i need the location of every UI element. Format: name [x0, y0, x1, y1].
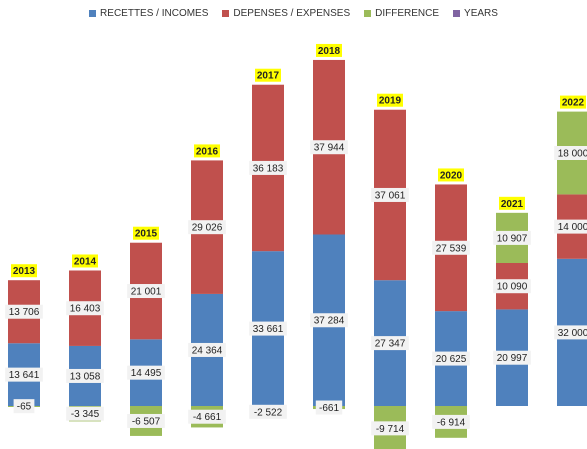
year-label-2014: 2014: [74, 256, 97, 267]
label-income-2020: 20 625: [436, 354, 467, 365]
label-expense-2014-bg: [66, 301, 104, 316]
label-expense-2022-bg: [554, 219, 587, 234]
label-expense-2014: 16 403: [70, 304, 101, 315]
label-difference-2018: -661: [319, 403, 339, 414]
label-expense-2020-bg: [432, 240, 470, 255]
label-difference-2020-bg: [432, 414, 470, 429]
label-difference-2019: -9 714: [376, 424, 405, 435]
legend-item-2: DIFFERENCE: [364, 8, 439, 19]
label-expense-2019: 37 061: [375, 190, 406, 201]
label-difference-2016-bg: [188, 409, 226, 424]
label-income-2018-bg: [310, 313, 348, 328]
label-income-2015: 14 495: [131, 368, 162, 379]
label-expense-2021-bg: [493, 279, 531, 294]
year-label-bg: [72, 254, 98, 268]
label-difference-2020: -6 914: [437, 417, 466, 428]
label-expense-2020: 27 539: [436, 243, 467, 254]
year-label-2021: 2021: [501, 199, 524, 210]
label-income-2015-bg: [127, 365, 165, 380]
label-income-2019-bg: [371, 336, 409, 351]
year-label-bg: [133, 226, 159, 240]
label-difference-2021-bg: [493, 230, 531, 245]
year-label-bg: [499, 196, 525, 210]
label-income-2013: 13 641: [9, 370, 40, 381]
label-difference-2015: -6 507: [132, 416, 161, 427]
label-income-2013-bg: [5, 367, 43, 382]
label-difference-2016: -4 661: [193, 412, 222, 423]
year-label-2019: 2019: [379, 96, 402, 107]
legend-item-3: YEARS: [453, 8, 498, 19]
year-label-bg: [438, 168, 464, 182]
label-income-2020-bg: [432, 351, 470, 366]
legend-label: YEARS: [464, 8, 498, 19]
year-label-bg: [560, 95, 586, 109]
year-label-2016: 2016: [196, 146, 219, 157]
label-income-2022: 32 000: [558, 328, 587, 339]
year-label-2017: 2017: [257, 71, 280, 82]
label-income-2014-bg: [66, 368, 104, 383]
label-expense-2017-bg: [249, 160, 287, 175]
label-expense-2018: 37 944: [314, 143, 345, 154]
label-income-2021-bg: [493, 350, 531, 365]
label-income-2016-bg: [188, 342, 226, 357]
label-income-2014: 13 058: [70, 371, 101, 382]
legend-label: DIFFERENCE: [375, 8, 440, 19]
year-label-bg: [194, 144, 220, 158]
year-label-2013: 2013: [13, 266, 36, 277]
label-difference-2013-bg: [13, 399, 35, 414]
label-difference-2014: -3 345: [71, 409, 100, 420]
label-expense-2015: 21 001: [131, 287, 162, 298]
label-income-2016: 24 364: [192, 345, 223, 356]
label-expense-2013-bg: [5, 304, 43, 319]
label-difference-2017: -2 522: [254, 407, 283, 418]
legend-swatch: [222, 10, 230, 17]
label-income-2017-bg: [249, 321, 287, 336]
label-expense-2018-bg: [310, 140, 348, 155]
legend-label: RECETTES / INCOMES: [100, 8, 209, 19]
label-difference-2022-bg: [554, 146, 587, 160]
year-label-bg: [377, 93, 403, 107]
legend-swatch: [89, 10, 97, 17]
label-income-2022-bg: [554, 325, 587, 340]
label-expense-2022: 14 000: [558, 222, 587, 233]
year-label-2020: 2020: [440, 170, 463, 181]
label-expense-2021: 10 090: [497, 282, 528, 293]
legend-swatch: [453, 10, 461, 17]
year-label-bg: [255, 68, 281, 82]
year-label-bg: [316, 43, 342, 57]
label-expense-2017: 36 183: [253, 163, 284, 174]
label-income-2018: 37 284: [314, 316, 345, 327]
year-label-2018: 2018: [318, 46, 341, 57]
label-difference-2021: 10 907: [497, 233, 528, 244]
label-expense-2013: 13 706: [9, 307, 40, 318]
label-difference-2015-bg: [127, 413, 165, 428]
label-income-2019: 27 347: [375, 339, 406, 350]
year-label-2015: 2015: [135, 229, 158, 240]
legend-swatch: [364, 10, 372, 17]
label-difference-2013: -65: [17, 402, 32, 413]
label-expense-2016-bg: [188, 220, 226, 235]
label-expense-2015-bg: [127, 284, 165, 299]
label-expense-2016: 29 026: [192, 223, 223, 234]
label-expense-2019-bg: [371, 187, 409, 202]
year-label-2022: 2022: [562, 98, 585, 109]
label-income-2021: 20 997: [497, 353, 528, 364]
label-difference-2022: 18 000: [558, 149, 587, 160]
legend-item-1: DEPENSES / EXPENSES: [222, 8, 350, 19]
label-income-2017: 33 661: [253, 324, 284, 335]
legend-label: DEPENSES / EXPENSES: [233, 8, 351, 19]
year-label-bg: [11, 264, 37, 278]
label-difference-2017-bg: [249, 404, 287, 419]
label-difference-2014-bg: [66, 406, 104, 421]
label-difference-2018-bg: [315, 400, 343, 415]
label-difference-2019-bg: [371, 421, 409, 436]
legend-item-0: RECETTES / INCOMES: [89, 8, 208, 19]
legend: RECETTES / INCOMES DEPENSES / EXPENSES DIF…: [0, 8, 587, 19]
